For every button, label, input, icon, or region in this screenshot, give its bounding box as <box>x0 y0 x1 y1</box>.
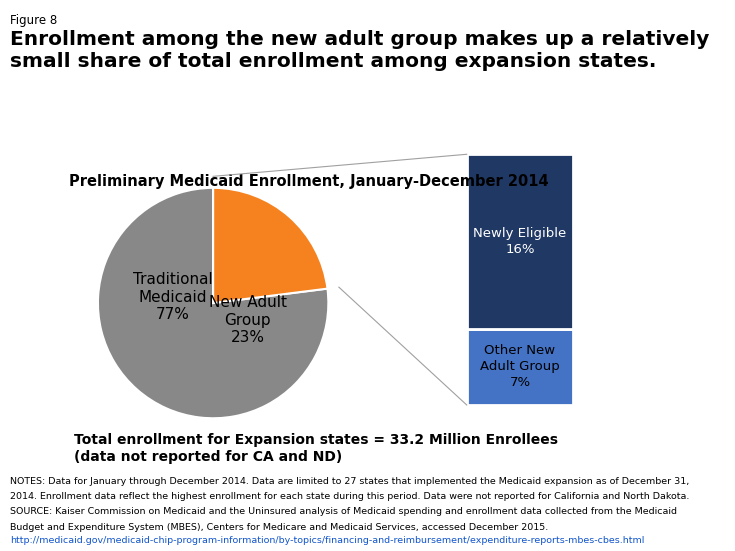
Text: Budget and Expenditure System (MBES), Centers for Medicare and Medicaid Services: Budget and Expenditure System (MBES), Ce… <box>10 523 548 532</box>
Text: FAMILY: FAMILY <box>657 514 703 527</box>
Text: Total enrollment for Expansion states = 33.2 Million Enrollees
(data not reporte: Total enrollment for Expansion states = … <box>74 433 558 464</box>
Text: Enrollment among the new adult group makes up a relatively
small share of total : Enrollment among the new adult group mak… <box>10 30 710 71</box>
Wedge shape <box>98 188 329 418</box>
Text: SOURCE: Kaiser Commission on Medicaid and the Uninsured analysis of Medicaid spe: SOURCE: Kaiser Commission on Medicaid an… <box>10 507 677 516</box>
Text: 2014. Enrollment data reflect the highest enrollment for each state during this : 2014. Enrollment data reflect the highes… <box>10 492 689 501</box>
Bar <box>467 154 573 329</box>
Text: THE HENRY J.: THE HENRY J. <box>656 496 703 501</box>
Bar <box>467 329 573 405</box>
Text: http://medicaid.gov/medicaid-chip-program-information/by-topics/financing-and-re: http://medicaid.gov/medicaid-chip-progra… <box>10 536 645 544</box>
Text: KAISER: KAISER <box>656 503 704 516</box>
Text: Preliminary Medicaid Enrollment, January-December 2014: Preliminary Medicaid Enrollment, January… <box>69 174 548 188</box>
Text: FOUNDATION: FOUNDATION <box>656 529 703 534</box>
Text: Newly Eligible
16%: Newly Eligible 16% <box>473 227 567 256</box>
Wedge shape <box>213 188 328 303</box>
Text: Other New
Adult Group
7%: Other New Adult Group 7% <box>480 344 560 390</box>
Text: New Adult
Group
23%: New Adult Group 23% <box>209 295 287 345</box>
Text: NOTES: Data for January through December 2014. Data are limited to 27 states tha: NOTES: Data for January through December… <box>10 477 689 485</box>
Text: Figure 8: Figure 8 <box>10 14 57 27</box>
Text: Traditional
Medicaid
77%: Traditional Medicaid 77% <box>133 272 212 322</box>
